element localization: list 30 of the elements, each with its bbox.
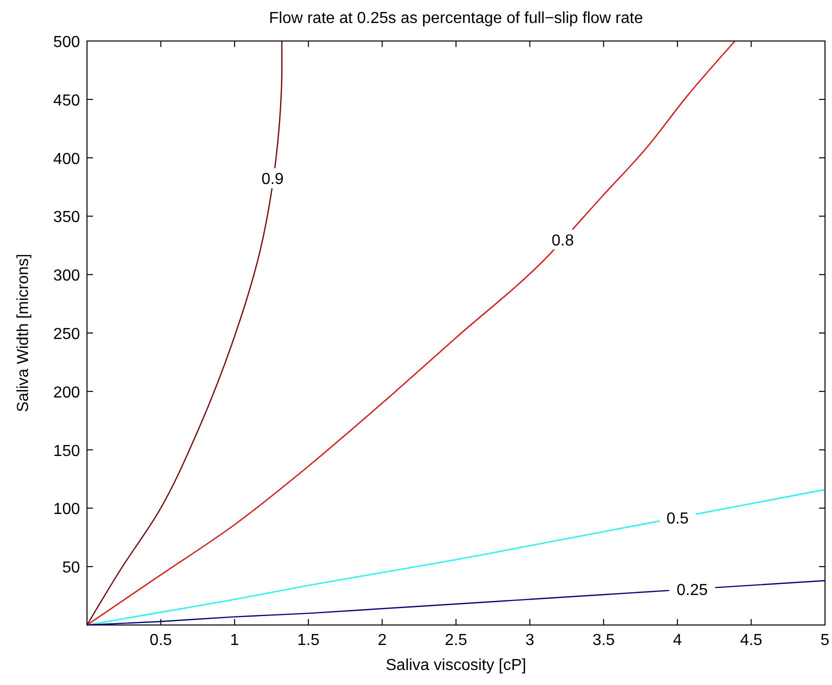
line-series	[86, 40, 282, 626]
line-series	[86, 488, 826, 626]
series-label: 0.25	[676, 582, 708, 600]
chart-title: Flow rate at 0.25s as percentage of full−slip flow rate	[269, 10, 644, 27]
x-tick-label: 2.5	[444, 632, 468, 649]
x-tick-label: 3	[525, 632, 534, 649]
y-tick-label: 350	[53, 209, 80, 226]
x-tick-label: 1.5	[297, 632, 320, 649]
y-tick-label: 50	[62, 560, 80, 577]
series-label: 0.8	[552, 232, 574, 250]
x-axis-title: Saliva viscosity [cP]	[386, 657, 526, 674]
x-tick-label: 4.5	[740, 632, 762, 649]
x-tick-label: 2	[378, 632, 387, 649]
y-tick-label: 450	[53, 92, 80, 110]
x-tick-label: 3.5	[592, 632, 615, 649]
y-tick-label: 400	[53, 150, 80, 168]
y-tick-label: 200	[53, 384, 80, 402]
x-tick-label: 1	[230, 632, 240, 649]
y-tick-label: 150	[53, 442, 80, 460]
x-tick-label: 5	[820, 632, 830, 649]
y-axis-title: Saliva Width [microns]	[15, 254, 32, 412]
x-tick-label: 0.5	[150, 632, 172, 649]
y-tick-label: 100	[53, 501, 80, 518]
y-tick-label: 500	[53, 34, 80, 51]
series-label: 0.9	[261, 171, 284, 188]
y-tick-label: 250	[53, 326, 80, 343]
series-label: 0.5	[666, 510, 689, 528]
line-series	[86, 40, 736, 626]
y-tick-label: 300	[53, 268, 80, 285]
x-tick-label: 4	[672, 632, 682, 649]
